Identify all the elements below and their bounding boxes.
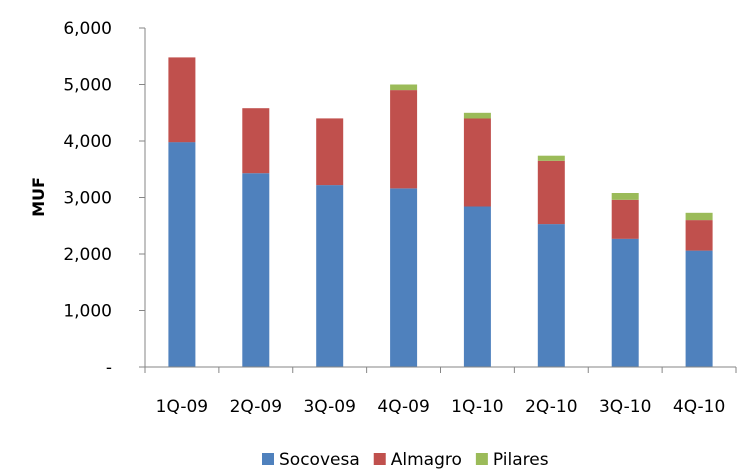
chart-legend: Socovesa Almagro Pilares bbox=[262, 450, 549, 470]
bar-segment-almagro-2q-10 bbox=[537, 160, 565, 225]
legend-item-socovesa: Socovesa bbox=[262, 450, 360, 470]
bar-segment-socovesa-2q-10 bbox=[537, 224, 565, 367]
x-tick-label: 3Q-09 bbox=[303, 397, 355, 417]
x-tick-label: 3Q-10 bbox=[599, 397, 651, 417]
bar-segment-socovesa-1q-09 bbox=[168, 142, 196, 367]
bar-segment-pilares-3q-10 bbox=[611, 193, 639, 200]
x-tick-label: 2Q-09 bbox=[230, 397, 282, 417]
x-tick-label: 1Q-09 bbox=[156, 397, 208, 417]
bar-segment-pilares-4q-09 bbox=[390, 84, 418, 91]
legend-label: Pilares bbox=[493, 450, 549, 470]
axes-layer bbox=[139, 27, 737, 373]
labels-layer: 1Q-09 2Q-09 3Q-09 4Q-09 1Q-10 2Q-10 3Q-10 4Q-10… bbox=[63, 19, 725, 417]
bar-segment-almagro-4q-10 bbox=[685, 220, 713, 251]
bar-segment-socovesa-4q-09 bbox=[390, 188, 418, 367]
y-tick-label: 3,000 bbox=[63, 189, 112, 209]
legend-item-pilares: Pilares bbox=[475, 450, 549, 470]
bar-segment-almagro-3q-09 bbox=[316, 118, 344, 186]
y-tick-label: 1,000 bbox=[63, 302, 112, 322]
legend-swatch bbox=[373, 453, 386, 465]
bar-segment-pilares-1q-10 bbox=[463, 112, 491, 119]
y-tick-label: 5,000 bbox=[63, 76, 112, 96]
bar-segment-almagro-2q-09 bbox=[242, 108, 270, 174]
bar-segment-pilares-2q-10 bbox=[537, 155, 565, 161]
y-tick-label: 6,000 bbox=[63, 19, 112, 39]
bar-segment-almagro-1q-09 bbox=[168, 57, 196, 143]
bar-segment-socovesa-2q-09 bbox=[242, 173, 270, 367]
y-axis-title: MUF bbox=[29, 177, 48, 217]
x-tick-label: 4Q-09 bbox=[377, 397, 429, 417]
legend-swatch bbox=[262, 453, 274, 465]
bar-segment-socovesa-3q-09 bbox=[316, 185, 344, 367]
legend-label: Socovesa bbox=[279, 450, 360, 470]
bar-segment-almagro-3q-10 bbox=[611, 199, 639, 239]
y-tick-label: 2,000 bbox=[63, 245, 112, 265]
y-tick-label: - bbox=[106, 358, 112, 378]
legend-swatch bbox=[475, 453, 488, 465]
bars-layer bbox=[168, 57, 713, 367]
legend-item-almagro: Almagro bbox=[373, 450, 462, 470]
y-tick-label: 4,000 bbox=[63, 132, 112, 152]
bar-segment-socovesa-1q-10 bbox=[463, 206, 491, 367]
x-tick-label: 2Q-10 bbox=[525, 397, 577, 417]
bar-segment-socovesa-4q-10 bbox=[685, 250, 713, 367]
bar-segment-almagro-1q-10 bbox=[463, 118, 491, 207]
bar-segment-almagro-4q-09 bbox=[390, 90, 418, 189]
legend-label: Almagro bbox=[391, 450, 462, 470]
x-tick-label: 1Q-10 bbox=[451, 397, 503, 417]
bar-segment-socovesa-3q-10 bbox=[611, 238, 639, 367]
x-tick-label: 4Q-10 bbox=[673, 397, 725, 417]
bar-segment-pilares-4q-10 bbox=[685, 212, 713, 221]
